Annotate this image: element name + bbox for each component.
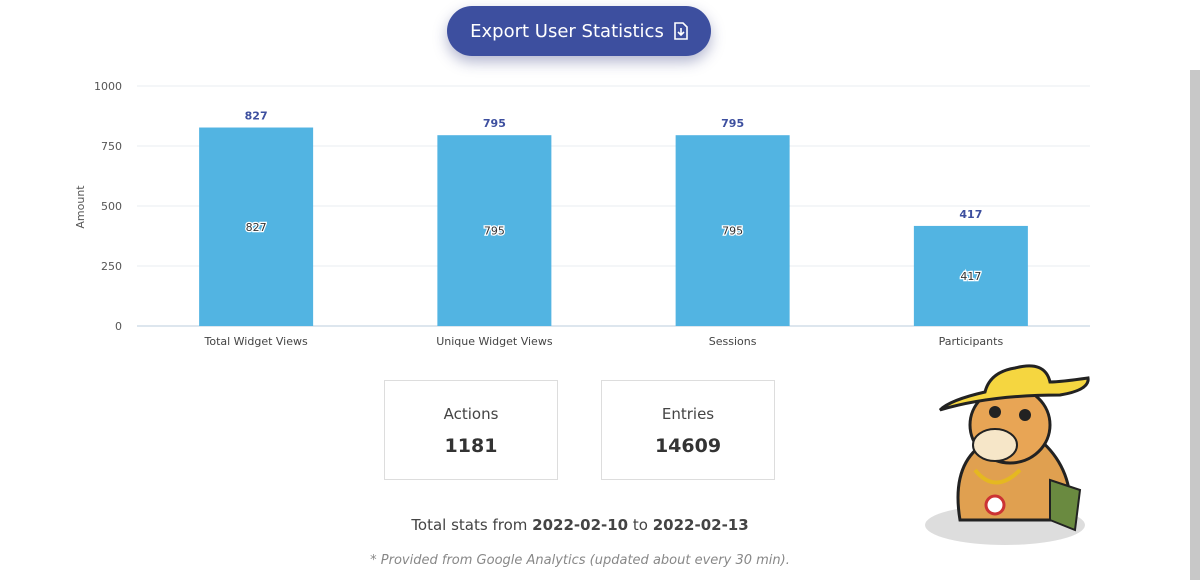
bar-inner-label: 417 (960, 270, 981, 283)
x-tick-label: Total Widget Views (203, 335, 308, 348)
x-tick-label: Participants (939, 335, 1004, 348)
download-icon (674, 22, 688, 40)
value-label: 795 (721, 117, 744, 130)
y-tick-label: 750 (101, 140, 122, 153)
value-label: 827 (245, 110, 268, 123)
bar-inner-label: 827 (246, 221, 267, 234)
x-tick-label: Unique Widget Views (436, 335, 553, 348)
value-label: 417 (959, 208, 982, 221)
button-label: Export User Statistics (470, 20, 664, 42)
stat-value: 14609 (654, 435, 722, 457)
bar-inner-label: 795 (484, 225, 505, 238)
text: Total stats from (411, 516, 528, 534)
end-date: 2022-02-13 (652, 516, 749, 534)
bar (437, 135, 552, 326)
y-axis-label: Amount (74, 185, 87, 229)
stat-label: Entries (661, 405, 715, 423)
y-tick-label: 500 (101, 200, 122, 213)
y-tick-label: 250 (101, 260, 122, 273)
bar (675, 135, 790, 326)
text: to (632, 516, 648, 534)
stat-value: 1181 (444, 435, 498, 457)
start-date: 2022-02-10 (532, 516, 629, 534)
mascot (925, 364, 1090, 545)
stat-card: Entries 14609 (601, 380, 775, 480)
stat-label: Actions (443, 405, 499, 423)
x-tick-label: Sessions (709, 335, 757, 348)
bar-inner-label: 795 (722, 225, 743, 238)
export-button[interactable]: Export User Statistics (447, 6, 711, 56)
scrollbar (1190, 70, 1200, 580)
stat-card: Actions 1181 (384, 380, 558, 480)
y-tick-label: 1000 (94, 80, 122, 93)
y-tick-label: 0 (115, 320, 122, 333)
note: * Provided from Google Analytics (update… (370, 553, 790, 568)
bar (913, 225, 1028, 326)
bar (199, 127, 314, 327)
value-label: 795 (483, 117, 506, 130)
date-range: Total stats from 2022-02-10 to 2022-02-1… (0, 516, 1160, 534)
